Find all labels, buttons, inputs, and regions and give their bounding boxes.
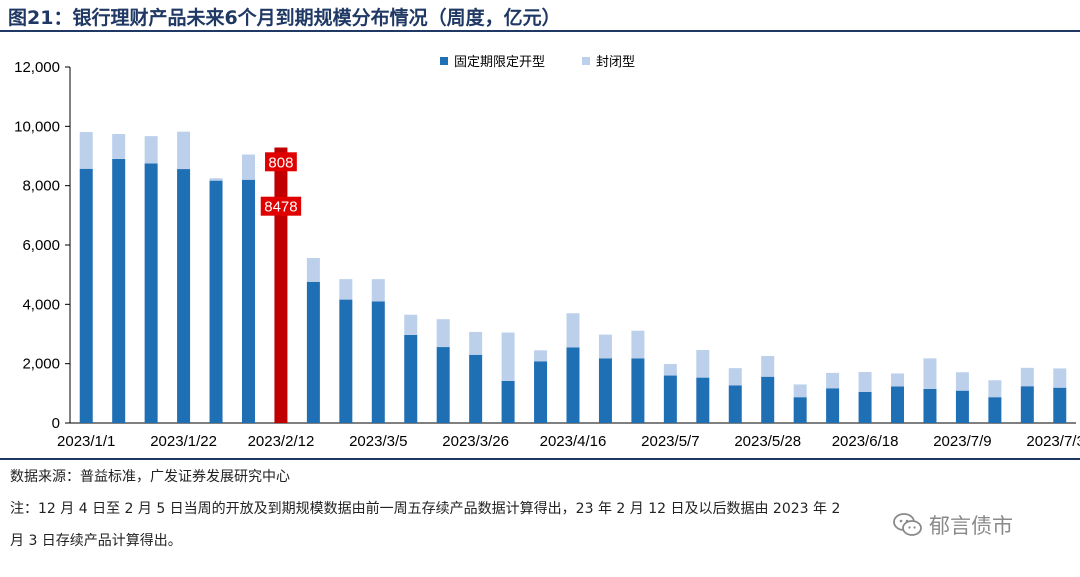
source-note: 数据来源：普益标准，广发证券发展研究中心 (10, 469, 290, 485)
bar-chart: 0 2,000 4,000 6,000 8,000 10,000 12,000 2023/1/… (14, 55, 1080, 450)
bar-fixed-term (826, 388, 840, 423)
bar-fixed-term (501, 380, 515, 423)
page-title: 图21：银行理财产品未来6个月到期规模分布情况（周度，亿元） (8, 7, 561, 29)
legend-swatch (440, 57, 448, 65)
bar-fixed-term (306, 281, 320, 423)
bar-fixed-term (988, 397, 1002, 423)
bar-closed (1053, 368, 1067, 388)
x-tick-label: 2023/5/7 (641, 433, 699, 450)
bar-fixed-term (274, 171, 288, 423)
footnote-line-2: 月 3 日存续产品计算得出。 (10, 533, 182, 549)
bar-closed (566, 313, 580, 348)
bar-closed (728, 368, 742, 386)
y-tick-label: 2,000 (22, 356, 60, 373)
bar-closed (306, 258, 320, 282)
bar-closed (112, 134, 126, 159)
x-tick-label: 2023/4/16 (540, 433, 607, 450)
wechat-icon (893, 513, 922, 536)
x-tick-label: 2023/5/28 (734, 433, 801, 450)
x-tick-label: 2023/7/30 (1026, 433, 1080, 450)
bar-closed (79, 131, 93, 169)
bar-fixed-term (598, 358, 612, 423)
legend-label: 固定期限定开型 (454, 55, 545, 70)
bar-closed (501, 332, 515, 381)
x-tick-label: 2023/7/9 (933, 433, 991, 450)
bar-closed (241, 154, 255, 180)
bar-closed (469, 331, 483, 355)
bar-closed (436, 319, 450, 348)
bar-fixed-term (793, 397, 807, 423)
bar-closed (177, 131, 191, 170)
title-bar: 图21：银行理财产品未来6个月到期规模分布情况（周度，亿元） (0, 0, 1080, 32)
bar-closed (988, 380, 1002, 398)
bar-closed (371, 279, 385, 302)
bar-closed (793, 384, 807, 398)
bar-closed (923, 358, 937, 389)
y-tick-label: 8,000 (22, 178, 60, 195)
data-label: 808 (268, 154, 293, 171)
bar-fixed-term (663, 375, 677, 423)
bar-closed (598, 334, 612, 359)
bar-closed (761, 355, 775, 377)
bar-fixed-term (209, 180, 223, 423)
legend-swatch (582, 57, 590, 65)
bar-fixed-term (404, 334, 418, 423)
bar-closed (144, 136, 158, 164)
y-tick-label: 4,000 (22, 296, 60, 313)
bar-closed (1020, 367, 1034, 387)
bar-fixed-term (436, 347, 450, 423)
bar-fixed-term (1020, 386, 1034, 423)
x-tick-label: 2023/3/5 (349, 433, 407, 450)
bar-fixed-term (144, 163, 158, 423)
bar-closed (209, 178, 223, 181)
x-tick-label: 2023/1/1 (57, 433, 115, 450)
data-label-box (265, 152, 297, 172)
x-tick-label: 2023/6/18 (832, 433, 899, 450)
divider (0, 458, 1080, 460)
bar-closed (631, 330, 645, 359)
x-tick-label: 2023/3/26 (442, 433, 509, 450)
bar-fixed-term (339, 299, 353, 423)
x-tick-label: 2023/1/22 (150, 433, 217, 450)
x-tick-label: 2023/2/12 (248, 433, 315, 450)
bar-fixed-term (79, 168, 93, 423)
y-tick-label: 12,000 (14, 59, 60, 76)
bar-fixed-term (728, 385, 742, 423)
bar-fixed-term (566, 347, 580, 423)
bar-fixed-term (955, 390, 969, 423)
bar-closed (955, 372, 969, 391)
bar-fixed-term (534, 361, 548, 423)
bar-fixed-term (1053, 387, 1067, 423)
bar-closed (891, 373, 905, 387)
bar-fixed-term (241, 179, 255, 423)
data-label: 8478 (264, 199, 297, 216)
y-tick-label: 6,000 (22, 237, 60, 254)
bar-fixed-term (761, 376, 775, 423)
bar-fixed-term (858, 391, 872, 423)
watermark-text: 郁言债市 (929, 514, 1013, 538)
bar-fixed-term (696, 377, 710, 423)
watermark: 郁言债市 (893, 510, 1013, 540)
bar-fixed-term (112, 158, 126, 423)
bar-closed (858, 371, 872, 392)
bar-fixed-term (923, 388, 937, 423)
legend-label: 封闭型 (596, 55, 635, 70)
bar-closed (404, 314, 418, 335)
bar-closed (663, 363, 677, 376)
footnote-line-1: 注：12 月 4 日至 2 月 5 日当周的开放及到期规模数据由前一周五存续产品… (10, 501, 841, 517)
bar-closed (696, 350, 710, 378)
bar-fixed-term (891, 386, 905, 423)
bar-closed (534, 350, 548, 362)
data-label-box (260, 196, 302, 216)
bar-closed (826, 372, 840, 389)
y-tick-label: 10,000 (14, 118, 60, 135)
y-tick-label: 0 (52, 415, 60, 432)
bar-closed (339, 279, 353, 300)
bar-fixed-term (371, 301, 385, 423)
bar-fixed-term (631, 358, 645, 423)
bar-fixed-term (469, 354, 483, 423)
bar-fixed-term (177, 169, 191, 423)
